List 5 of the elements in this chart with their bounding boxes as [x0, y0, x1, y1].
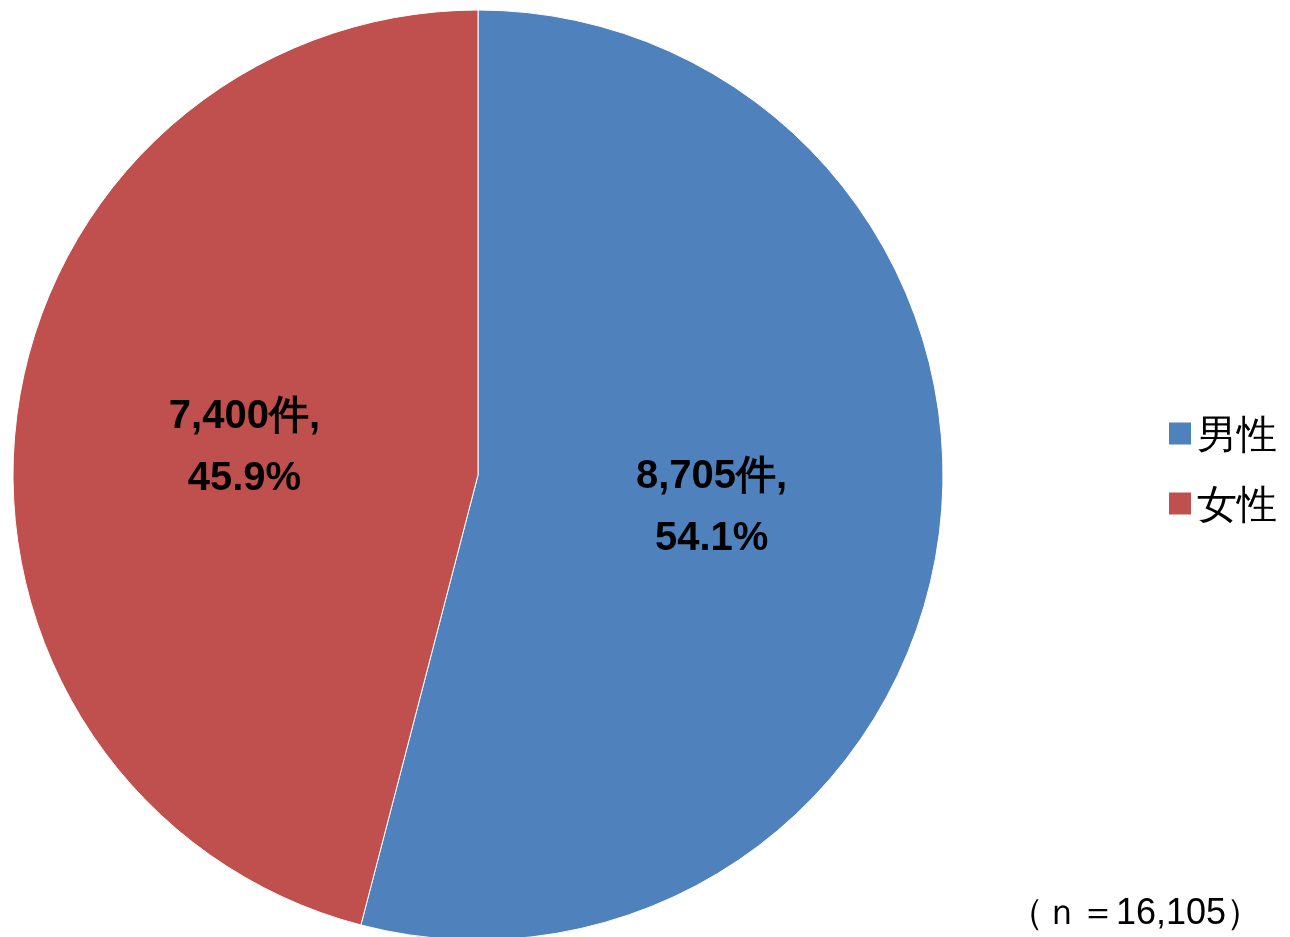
- legend-label: 男性: [1197, 411, 1277, 456]
- legend-label: 女性: [1197, 481, 1277, 526]
- text: （ｎ＝16,105）: [1007, 890, 1262, 932]
- data-label: 8,705件, 54.1%: [635, 451, 788, 558]
- data-label: 7,400件, 45.9%: [168, 392, 321, 499]
